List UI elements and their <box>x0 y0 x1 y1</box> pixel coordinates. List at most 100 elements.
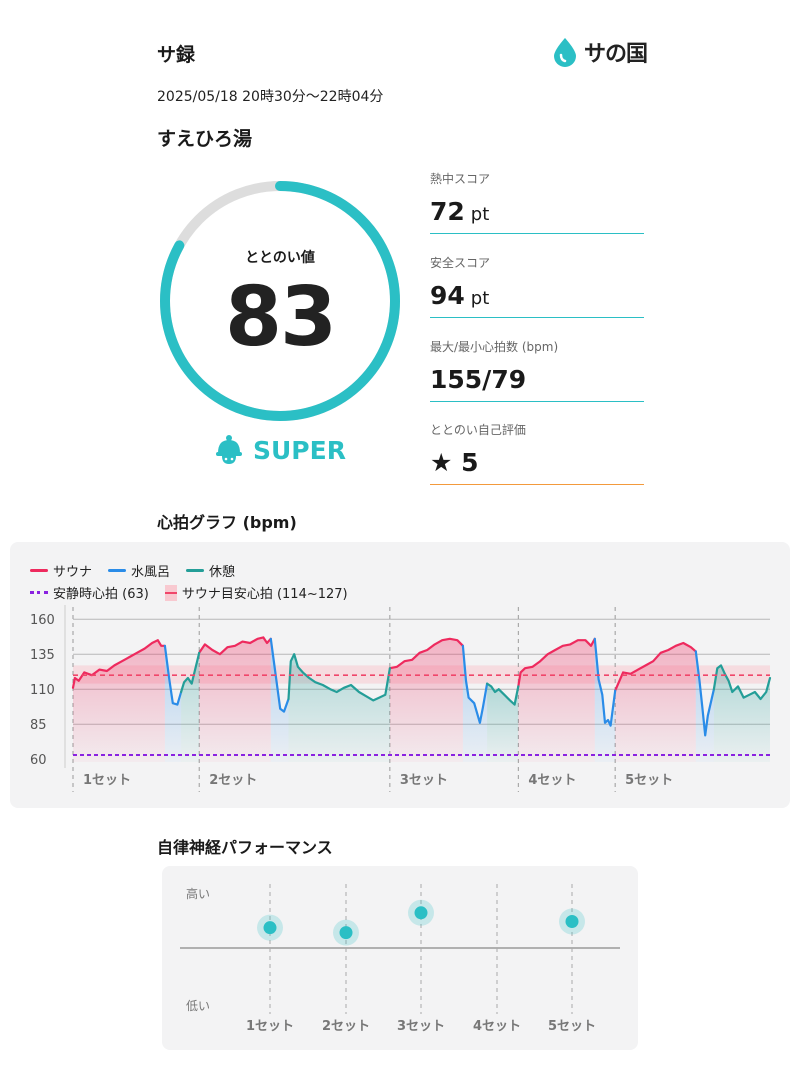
ans-set-label: 3セット <box>397 1019 445 1034</box>
ans-point <box>414 906 428 920</box>
series-line-rest <box>486 682 520 706</box>
series-line-rest <box>712 664 772 701</box>
rating-value: ★ 5 <box>430 448 479 477</box>
series-line-sauna <box>517 637 596 688</box>
legend-item-resting-hr: 安静時心拍 (63) <box>30 583 149 602</box>
y-tick-label: 160 <box>30 613 55 628</box>
water-drop-icon <box>554 38 576 67</box>
metric-value-row: 72 pt <box>430 197 644 234</box>
metric-unit: pt <box>470 288 490 309</box>
legend-item-rest: 休憩 <box>186 561 235 580</box>
logo-text: サの国 <box>584 42 648 67</box>
legend-label: 安静時心拍 (63) <box>53 587 149 602</box>
y-tick-label: 110 <box>30 683 55 698</box>
ans-set-label: 1セット <box>246 1019 294 1034</box>
series-line-rest <box>287 653 391 702</box>
metric-label: 最大/最小心拍数 (bpm) <box>430 340 559 354</box>
series-line-rest <box>180 651 201 694</box>
series-area-cold <box>462 645 488 762</box>
y-label-low: 低い <box>186 999 210 1013</box>
series-area-sauna <box>73 640 165 762</box>
legend-item-cold-bath: 水風呂 <box>108 561 170 580</box>
set-label: 2セット <box>209 773 257 788</box>
metric-label: 熱中スコア <box>430 172 491 186</box>
series-line-sauna <box>614 641 697 692</box>
metric-label: ととのい自己評価 <box>430 423 526 437</box>
series-line-cold <box>461 644 489 724</box>
ans-set-label: 5セット <box>548 1019 596 1034</box>
metric-label: 安全スコア <box>430 256 491 270</box>
ans-chart-title: 自律神経パフォーマンス <box>157 838 333 857</box>
legend-swatch <box>186 569 205 572</box>
metric-value: 72 <box>430 197 465 226</box>
legend-item-target-hr: サウナ目安心拍 (114~127) <box>164 583 348 602</box>
metric-value-row: 155/79 <box>430 365 644 402</box>
series-area-sauna <box>389 638 463 762</box>
session-datetime: 2025/05/18 20時30分〜22時04分 <box>157 89 384 105</box>
score-ring-progress <box>160 181 400 421</box>
series-area-sauna <box>199 637 271 762</box>
ans-point <box>339 926 353 940</box>
score-label: ととのい値 <box>245 250 315 266</box>
series-area-rest <box>713 665 770 762</box>
heart-chart-legend-row-2: 安静時心拍 (63) サウナ目安心拍 (114~127) <box>30 583 348 602</box>
legend-label: 休憩 <box>209 565 236 580</box>
ans-point <box>565 914 579 928</box>
series-area-cold <box>594 638 616 762</box>
series-line-cold <box>593 637 617 727</box>
brand-logo: サの国 <box>552 36 648 68</box>
sauna-hat-icon <box>216 435 242 464</box>
metric-self-rating: ととのい自己評価 ★ 5 <box>430 421 644 485</box>
y-tick-label: 85 <box>30 718 47 733</box>
metric-value-row: ★ 5 <box>430 448 644 485</box>
set-label: 5セット <box>625 773 673 788</box>
ans-chart-panel <box>162 866 638 1050</box>
series-area-cold <box>270 638 289 762</box>
metric-safety-score: 安全スコア 94 pt <box>430 254 644 318</box>
set-label: 1セット <box>83 773 131 788</box>
metric-value-row: 94 pt <box>430 281 644 318</box>
rank-label: SUPER <box>253 435 346 465</box>
legend-item-sauna: サウナ <box>30 561 92 580</box>
metric-heart-rate: 最大/最小心拍数 (bpm) 155/79 <box>430 338 644 402</box>
score-value: 83 <box>224 270 337 365</box>
ans-set-label: 4セット <box>473 1019 521 1034</box>
heart-chart-legend: サウナ 水風呂 休憩 <box>30 561 235 580</box>
series-area-rest <box>181 652 200 762</box>
legend-label: サウナ <box>53 565 93 580</box>
set-label: 3セット <box>400 773 448 788</box>
y-tick-label: 135 <box>30 648 55 663</box>
series-line-cold <box>163 644 183 706</box>
series-line-sauna <box>71 639 166 689</box>
legend-swatch <box>108 569 127 572</box>
ans-set-label: 2セット <box>322 1019 370 1034</box>
app-title: サ録 <box>157 44 196 66</box>
y-tick-label: 60 <box>30 753 47 768</box>
y-label-high: 高い <box>186 886 210 901</box>
heart-chart-title: 心拍グラフ (bpm) <box>157 513 297 532</box>
metric-value: 155/79 <box>430 365 527 394</box>
metric-unit: pt <box>470 204 490 225</box>
set-label: 4セット <box>528 773 576 788</box>
series-area-rest <box>487 683 519 762</box>
legend-swatch <box>30 591 48 594</box>
metric-heat-score: 熱中スコア 72 pt <box>430 170 644 234</box>
series-area-sauna <box>615 643 696 762</box>
series-line-sauna <box>198 636 272 656</box>
metric-value: 94 <box>430 281 465 310</box>
rank-badge: SUPER <box>213 434 346 466</box>
series-area-sauna <box>518 638 595 762</box>
series-area-cold <box>695 651 714 762</box>
legend-swatch <box>164 584 177 601</box>
series-line-sauna <box>388 637 464 670</box>
heart-rate-chart: 160 135 110 85 60 1セット 2セット 3セット 4セット 5セット <box>30 605 772 792</box>
legend-label: サウナ目安心拍 (114~127) <box>181 587 348 602</box>
legend-swatch <box>30 569 48 572</box>
score-ring <box>160 181 400 421</box>
series-area-rest <box>288 654 390 762</box>
legend-label: 水風呂 <box>131 565 171 580</box>
series-line-cold <box>269 637 290 713</box>
facility-name: すえひろ湯 <box>157 128 253 150</box>
ans-point <box>263 921 277 935</box>
